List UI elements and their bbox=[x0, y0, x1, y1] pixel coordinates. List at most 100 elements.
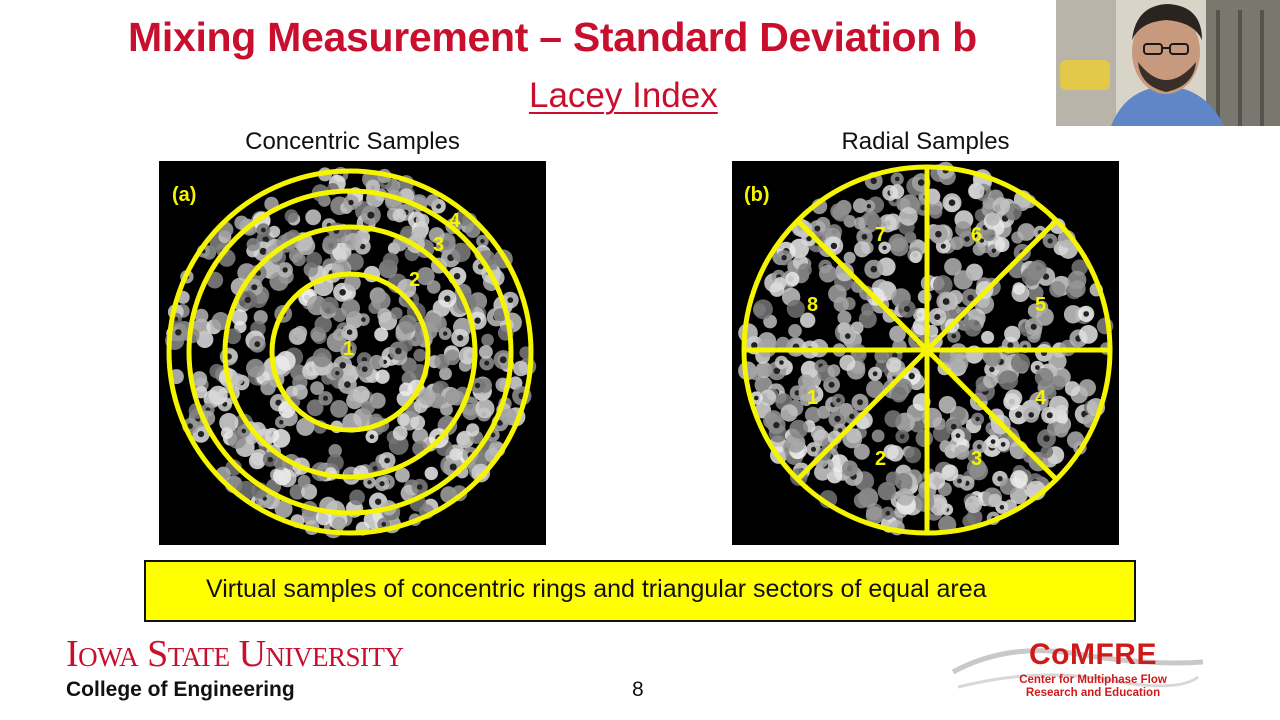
particle bbox=[749, 367, 763, 381]
particle-core bbox=[903, 305, 911, 313]
particle-core bbox=[940, 243, 946, 249]
particle bbox=[312, 348, 332, 368]
particle-core bbox=[845, 333, 851, 339]
particle-core bbox=[453, 273, 461, 280]
person-silhouette-icon bbox=[1056, 0, 1280, 126]
particle bbox=[842, 428, 863, 449]
particle bbox=[369, 354, 384, 370]
particle-core bbox=[834, 415, 841, 423]
radial-heading: Radial Samples bbox=[841, 128, 1010, 155]
particle bbox=[854, 241, 871, 258]
particle bbox=[866, 380, 884, 398]
particle-core bbox=[367, 211, 375, 219]
particle-core bbox=[496, 419, 503, 426]
particle bbox=[887, 445, 904, 462]
particle bbox=[941, 464, 959, 482]
particle bbox=[983, 349, 1001, 367]
particle bbox=[410, 415, 426, 430]
particle bbox=[321, 296, 339, 315]
particle bbox=[899, 207, 918, 226]
particle-core bbox=[964, 236, 970, 242]
particle-core bbox=[323, 395, 328, 401]
particle-core bbox=[942, 298, 950, 305]
particle bbox=[377, 308, 392, 323]
particle bbox=[929, 205, 943, 219]
sector-label-6: 6 bbox=[971, 224, 982, 246]
particle bbox=[349, 489, 365, 506]
particle bbox=[1004, 325, 1021, 343]
particle-core bbox=[367, 480, 372, 485]
particle bbox=[891, 386, 907, 403]
particle-core bbox=[335, 370, 340, 376]
page-number: 8 bbox=[632, 678, 644, 701]
particle bbox=[191, 371, 208, 387]
webcam-overlay bbox=[1056, 0, 1280, 126]
particle bbox=[968, 182, 985, 200]
particle bbox=[392, 425, 408, 441]
ring-label-3: 3 bbox=[433, 234, 444, 256]
particle bbox=[322, 235, 338, 251]
particle bbox=[833, 296, 849, 312]
particle bbox=[842, 460, 858, 477]
particle bbox=[753, 299, 773, 320]
particle-core bbox=[882, 245, 887, 250]
particle bbox=[894, 472, 913, 491]
particle bbox=[296, 417, 315, 436]
particle bbox=[415, 213, 430, 228]
particle bbox=[1079, 325, 1098, 344]
particle bbox=[886, 357, 902, 373]
particle-core bbox=[849, 413, 855, 419]
particle-core bbox=[957, 478, 962, 484]
particle bbox=[424, 466, 438, 481]
particle bbox=[780, 404, 798, 422]
particle bbox=[413, 348, 427, 362]
particle bbox=[769, 282, 785, 297]
particle bbox=[837, 310, 852, 325]
particle bbox=[954, 445, 970, 460]
particle bbox=[1010, 470, 1028, 488]
particle bbox=[439, 367, 452, 381]
particle-core bbox=[384, 457, 390, 464]
particle bbox=[1067, 270, 1087, 290]
particle-core bbox=[480, 239, 485, 244]
particle bbox=[962, 514, 976, 528]
particle-core bbox=[379, 481, 385, 487]
particle bbox=[1012, 282, 1026, 295]
particle bbox=[253, 310, 268, 325]
sector-label-5: 5 bbox=[1035, 294, 1046, 316]
particle-core bbox=[754, 395, 759, 401]
particle bbox=[839, 354, 856, 371]
particle bbox=[1027, 261, 1046, 280]
ring-4-boundary bbox=[166, 168, 534, 536]
particle bbox=[306, 295, 327, 316]
particle bbox=[297, 236, 316, 256]
particle bbox=[827, 364, 841, 377]
particle bbox=[760, 389, 777, 406]
particle-core bbox=[197, 431, 205, 438]
particle-core bbox=[997, 476, 1003, 482]
particle bbox=[914, 491, 935, 512]
caption-box: Virtual samples of concentric rings and … bbox=[144, 560, 1136, 622]
particle bbox=[983, 373, 998, 389]
panel-tag-b: (b) bbox=[744, 184, 770, 206]
particle bbox=[500, 408, 518, 426]
particle-core bbox=[950, 423, 957, 430]
particle bbox=[344, 232, 362, 251]
particle-core bbox=[416, 484, 423, 490]
particle bbox=[800, 312, 816, 328]
particle bbox=[964, 319, 982, 337]
particle bbox=[853, 217, 867, 230]
particle-core bbox=[348, 199, 354, 206]
particle bbox=[889, 184, 905, 199]
particle bbox=[274, 500, 293, 519]
particle-core bbox=[382, 359, 387, 364]
particle-core bbox=[899, 434, 905, 439]
particle bbox=[194, 308, 209, 323]
particle-core bbox=[830, 242, 838, 250]
particle bbox=[289, 484, 305, 500]
particle-core bbox=[449, 463, 457, 471]
particle bbox=[418, 388, 436, 406]
particle-core bbox=[866, 204, 872, 209]
particle-core bbox=[773, 367, 781, 375]
particle bbox=[889, 325, 906, 343]
